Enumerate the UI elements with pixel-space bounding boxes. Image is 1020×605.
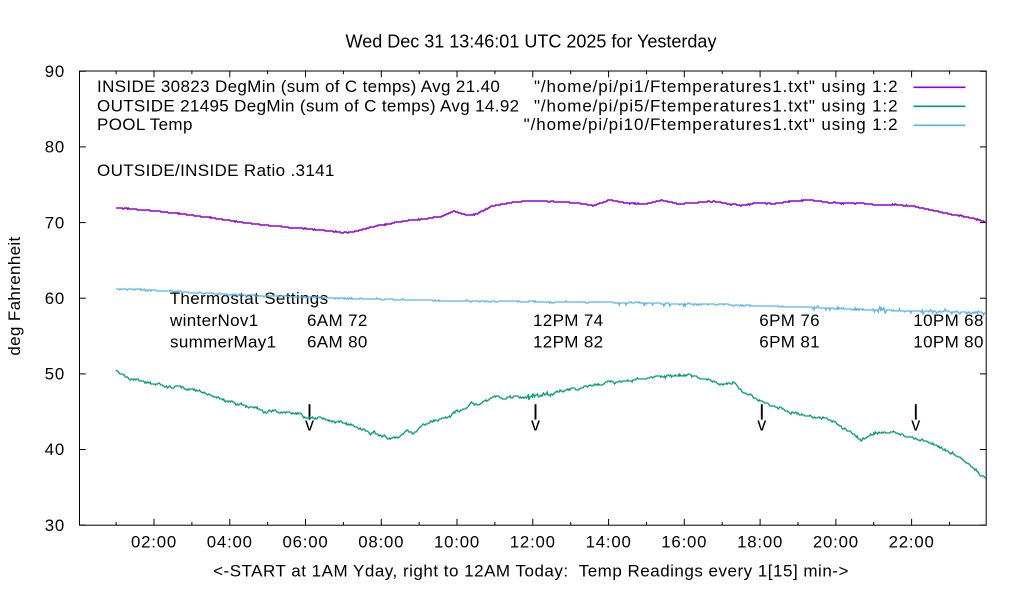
svg-text:winterNov1: winterNov1	[169, 311, 259, 330]
svg-text:"/home/pi/pi10/Ftemperatures1.: "/home/pi/pi10/Ftemperatures1.txt" using…	[524, 115, 899, 134]
svg-text:OUTSIDE 21495 DegMin (sum of C: OUTSIDE 21495 DegMin (sum of C temps) Av…	[97, 96, 519, 115]
svg-text:02:00: 02:00	[131, 533, 177, 552]
svg-text:14:00: 14:00	[586, 533, 632, 552]
svg-text:<-START at 1AM Yday, right to: <-START at 1AM Yday, right to 12AM Today…	[213, 562, 849, 581]
svg-text:90: 90	[45, 62, 65, 81]
svg-text:10PM 80: 10PM 80	[913, 333, 984, 352]
svg-text:80: 80	[45, 138, 65, 157]
svg-text:60: 60	[45, 289, 65, 308]
svg-text:70: 70	[45, 213, 65, 232]
svg-text:deg Fahrenheit: deg Fahrenheit	[5, 236, 24, 355]
svg-text:12PM 74: 12PM 74	[533, 311, 604, 330]
svg-text:12PM 82: 12PM 82	[533, 333, 604, 352]
svg-text:INSIDE 30823 DegMin (sum of C: INSIDE 30823 DegMin (sum of C temps) Avg…	[97, 77, 500, 96]
svg-text:summerMay1: summerMay1	[170, 333, 276, 352]
svg-text:04:00: 04:00	[207, 533, 253, 552]
svg-text:6PM 76: 6PM 76	[759, 311, 820, 330]
svg-text:Thermostat Settings: Thermostat Settings	[170, 289, 329, 308]
svg-text:POOL Temp: POOL Temp	[97, 115, 193, 134]
svg-text:10PM 68: 10PM 68	[913, 311, 984, 330]
svg-text:6AM 72: 6AM 72	[307, 311, 368, 330]
svg-text:50: 50	[45, 365, 65, 384]
svg-text:12:00: 12:00	[510, 533, 556, 552]
svg-text:v: v	[757, 415, 766, 435]
svg-text:30: 30	[45, 516, 65, 535]
svg-text:40: 40	[45, 440, 65, 459]
svg-text:18:00: 18:00	[737, 533, 783, 552]
svg-text:10:00: 10:00	[434, 533, 480, 552]
svg-text:06:00: 06:00	[283, 533, 329, 552]
svg-text:16:00: 16:00	[661, 533, 707, 552]
svg-text:OUTSIDE/INSIDE Ratio .3141: OUTSIDE/INSIDE Ratio .3141	[97, 161, 335, 180]
svg-text:v: v	[531, 415, 540, 435]
svg-text:08:00: 08:00	[358, 533, 404, 552]
svg-text:v: v	[911, 415, 920, 435]
svg-text:"/home/pi/pi1/Ftemperatures1.t: "/home/pi/pi1/Ftemperatures1.txt" using …	[534, 77, 899, 96]
svg-text:6PM 81: 6PM 81	[759, 333, 820, 352]
svg-text:v: v	[305, 415, 314, 435]
svg-text:22:00: 22:00	[889, 533, 935, 552]
svg-text:Wed Dec 31 13:46:01 UTC 2025 f: Wed Dec 31 13:46:01 UTC 2025 for Yesterd…	[346, 32, 717, 52]
svg-text:20:00: 20:00	[813, 533, 859, 552]
svg-text:6AM 80: 6AM 80	[307, 333, 368, 352]
svg-text:"/home/pi/pi5/Ftemperatures1.t: "/home/pi/pi5/Ftemperatures1.txt" using …	[534, 96, 899, 115]
